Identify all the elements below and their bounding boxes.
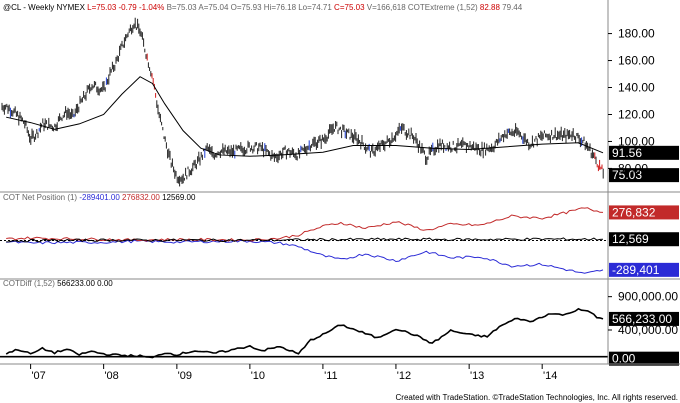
y-tick-label: 140.00 <box>618 81 655 95</box>
cot-header: COT Net Position (1) -289401.00 276832.0… <box>3 193 196 202</box>
low-stat: Lo=74.71 <box>298 3 334 12</box>
y-tick-label: 120.00 <box>618 107 655 121</box>
cotdiff-panel: 566,233.00 0.00 <box>0 307 679 366</box>
price-panel: 91.56 75.03 <box>1 17 679 187</box>
x-tick-label: '10 <box>251 370 265 382</box>
last-close-label: 75.03 <box>612 168 642 182</box>
indicator-value-2: 79.44 <box>502 3 523 12</box>
price-header: @CL - Weekly NYMEX L=75.03 -0.79 -1.04% … <box>3 3 523 12</box>
x-tick-label: '12 <box>397 370 411 382</box>
symbol-label: @CL - Weekly <box>3 3 56 12</box>
small-specs-line <box>6 237 604 243</box>
zero-value-label-bg <box>609 351 679 366</box>
y-tick-label: 100.00 <box>618 134 655 148</box>
cot-small-specs-value: 12569.00 <box>162 193 196 202</box>
y-tick-label: 180.00 <box>618 27 655 41</box>
cot-large-specs-value: 276832.00 <box>122 193 162 202</box>
footer-credit: Created with TradeStation. ©TradeStation… <box>396 393 679 402</box>
cotdiff-zero-value: 0.00 <box>97 279 113 288</box>
x-tick-label: '09 <box>178 370 192 382</box>
cotdiff-value-label: 566,233.00 <box>612 312 672 326</box>
x-tick-label: '14 <box>543 370 557 382</box>
cot-title: COT Net Position (1) <box>3 193 79 202</box>
bid-stat: B=75.03 <box>167 3 199 12</box>
indicator-value-1: 82.88 <box>480 3 502 12</box>
zero-value-label: 0.00 <box>612 352 636 366</box>
cotdiff-value-label-bg <box>609 311 679 326</box>
moving-average-line <box>6 76 604 157</box>
ma-value-label-bg <box>609 145 679 160</box>
x-tick-label: '13 <box>470 370 484 382</box>
cotdiff-value: 566233.00 <box>57 279 97 288</box>
y-tick-label: 400,000.00 <box>618 323 678 337</box>
change-stat: -0.79 <box>119 3 139 12</box>
axes-layer: '07 '08 '09 '10 '11 '12 '13 '14 180.00 160.00 140.… <box>0 0 680 382</box>
open-stat: O=75.93 <box>231 3 264 12</box>
small-specs-value-label: 12,569 <box>612 232 649 246</box>
last-stat: L=75.03 <box>87 3 118 12</box>
x-tick-label: '08 <box>104 370 118 382</box>
small-specs-value-label-bg <box>609 232 679 247</box>
indicator-name: COTExtreme (1,52) <box>408 3 480 12</box>
cotdiff-header: COTDiff (1,52) 566233.00 0.00 <box>3 279 113 288</box>
exchange-label: NYMEX <box>56 3 87 12</box>
x-tick-label: '07 <box>31 370 45 382</box>
large-specs-value-label: 276,832 <box>612 205 656 219</box>
commercials-value-label: -289,401 <box>612 263 660 277</box>
last-close-label-bg <box>609 168 679 183</box>
change-pct-stat: -1.04% <box>139 3 167 12</box>
y-tick-label: 900,000.00 <box>618 290 678 304</box>
ask-stat: A=75.04 <box>198 3 230 12</box>
y-tick-label: 160.00 <box>618 54 655 68</box>
commercials-value-label-bg <box>609 262 679 277</box>
cot-commercials-value: -289401.00 <box>79 193 122 202</box>
volume-stat: V=166,618 <box>367 3 408 12</box>
cot-diff-line <box>5 307 604 359</box>
large-specs-value-label-bg <box>609 205 679 220</box>
y-tick-label: 80.00 <box>618 161 648 175</box>
close-stat: C=75.03 <box>334 3 367 12</box>
cotdiff-title: COTDiff (1,52) <box>3 279 57 288</box>
commercials-line <box>6 239 604 274</box>
ma-value-label: 91.56 <box>612 146 642 160</box>
x-tick-label: '11 <box>324 370 338 382</box>
cot-net-position-panel: 276,832 12,569 -289,401 <box>0 205 679 277</box>
high-stat: Hi=76.18 <box>264 3 298 12</box>
